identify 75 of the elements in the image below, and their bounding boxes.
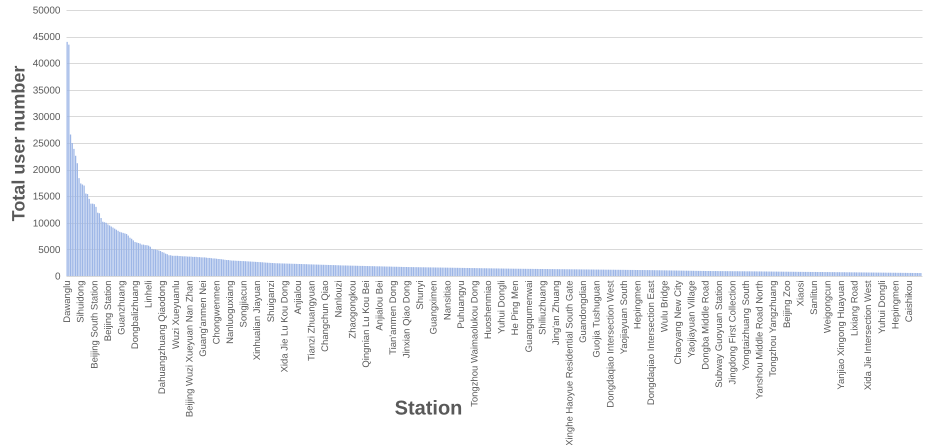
x-tick-label: Xida Jie Lu Kou Dong — [279, 280, 290, 372]
x-tick-label: Chaoyang New City — [673, 280, 684, 364]
y-tick-label: 15000 — [32, 192, 61, 203]
x-tick-label: Dongdaqiao Intersection West — [605, 280, 616, 408]
x-tick-label: Tian'anmen Dong — [388, 280, 400, 355]
x-tick-label: Tongzhou Yangzhuang — [768, 280, 780, 377]
x-tick-label: Xida Jie Intersection West — [863, 280, 874, 390]
x-tick-label: Beijing Wuzi Xueyuan Nan Zhan — [184, 280, 196, 418]
x-tick-label: Caishikou — [904, 280, 915, 322]
y-tick-label: 30000 — [32, 112, 61, 123]
x-tick-label: Sanlitun — [808, 280, 820, 315]
x-tick-label: Tongzhou Waimaolukou Dong — [469, 280, 480, 407]
x-tick-label: Dongbalizhuang — [130, 280, 142, 350]
x-tick-label: Weigongcun — [822, 280, 834, 334]
x-tick-label: Xinhualian Jiayuan — [252, 280, 264, 360]
x-tick-label: Guandongdian — [578, 280, 590, 343]
x-tick-label: Dongba Middle Road — [700, 280, 712, 370]
x-tick-label: Xiaosi — [795, 280, 806, 306]
x-tick-label: Nanluoguxiang — [225, 280, 236, 344]
x-tick-label: Chongwenmen — [212, 280, 222, 344]
x-tick-label: Jingdong First Collection — [727, 280, 738, 385]
y-tick-label: 0 — [54, 272, 61, 282]
x-tick-label: Yuhui Dongli — [496, 280, 508, 334]
x-tick-label: He Ping Men — [510, 280, 522, 336]
x-tick-label: Dawanglu — [62, 280, 74, 323]
x-tick-label: Yuhui Dongli — [876, 280, 888, 334]
x-tick-label: Jinxian Qiao Dong — [402, 280, 413, 358]
x-tick-label: Nansitiao — [442, 280, 454, 320]
x-tick-label: Yanshou Middle Road North — [754, 280, 766, 400]
x-tick-label: Qingnian Lu Kou Bei — [360, 280, 372, 368]
x-tick-label: Guangqumenwai — [524, 280, 535, 352]
x-tick-label: Guangximen — [428, 280, 440, 334]
x-tick-label: Guanzhuang — [116, 280, 128, 335]
x-tick-label: Nanlouzi — [334, 280, 345, 318]
x-tick-label: Linheli — [144, 280, 155, 308]
x-tick-label: Zhaogongkou — [347, 280, 358, 339]
x-tick-label: Yaojiayuan South — [618, 280, 630, 354]
x-axis-title: Station — [394, 398, 462, 420]
x-tick-label: Shunyi — [415, 280, 426, 310]
y-axis-title: Total user number — [8, 66, 29, 222]
x-tick-label: Lixiang Road — [850, 280, 861, 336]
x-tick-label: Changchun Qiao — [320, 280, 332, 352]
x-tick-label: Shuiganzi — [266, 280, 277, 322]
y-tick-label: 35000 — [32, 85, 61, 96]
x-tick-label: Puhuangyu — [456, 280, 467, 329]
x-tick-label: Huoshenmiao — [483, 280, 494, 340]
y-tick-label: 45000 — [32, 32, 61, 44]
x-tick-label: Anjialou Bei — [374, 280, 386, 331]
y-tick-label: 50000 — [32, 6, 61, 16]
x-tick-label: Dongdaqiao Intersection East — [646, 280, 657, 406]
x-tick-label: Subway Guoyuan Station — [714, 280, 725, 388]
x-tick-label: Guojia Tushuguan — [592, 280, 603, 358]
x-tick-label: Beijing South Station — [89, 280, 100, 369]
x-tick-label: Wulu Bridge — [660, 280, 671, 332]
x-tick-label: Yongtaizhuang South — [741, 280, 752, 370]
x-tick-label: Tianzi Zhuangyuan — [306, 280, 318, 361]
x-tick-label: Beijing Station — [102, 280, 114, 342]
y-tick-label: 5000 — [38, 244, 61, 256]
x-tick-label: Songjiacun — [238, 280, 250, 328]
x-tick-label: Sihuidong — [76, 280, 87, 323]
x-tick-label: Dahuangzhuang Qiaodong — [157, 280, 168, 394]
y-tick-label: 40000 — [32, 58, 61, 70]
x-tick-label: Beijing Zoo — [782, 280, 793, 328]
y-tick-label: 10000 — [32, 218, 61, 230]
x-tick-label: Wuzi Xueyuanlu — [170, 280, 182, 349]
x-tick-label: Hepingmen — [632, 280, 644, 330]
x-tick-label: Yaojiayuan Village — [686, 280, 698, 358]
x-tick-label: Guang'anmen Nei — [198, 280, 209, 357]
y-tick-label: 20000 — [32, 165, 61, 176]
x-tick-label: Shiliuzhuang — [537, 280, 548, 335]
x-tick-label: Yanjiao Xingong Huayuan — [836, 280, 848, 390]
x-tick-label: Jing'an Zhuang — [550, 280, 562, 346]
y-tick-label: 25000 — [32, 138, 61, 150]
x-tick-label: Hepingmen — [890, 280, 902, 330]
x-tick-label: Anjialou — [292, 280, 304, 314]
